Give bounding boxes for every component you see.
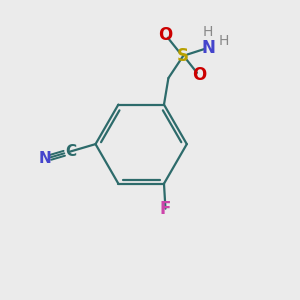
Text: H: H [203,26,213,39]
Text: H: H [218,34,229,48]
Text: S: S [177,47,189,65]
Text: O: O [192,66,206,84]
Text: N: N [201,39,215,57]
Text: N: N [39,151,52,166]
Text: C: C [65,144,76,159]
Text: F: F [160,200,171,218]
Text: O: O [158,26,172,44]
